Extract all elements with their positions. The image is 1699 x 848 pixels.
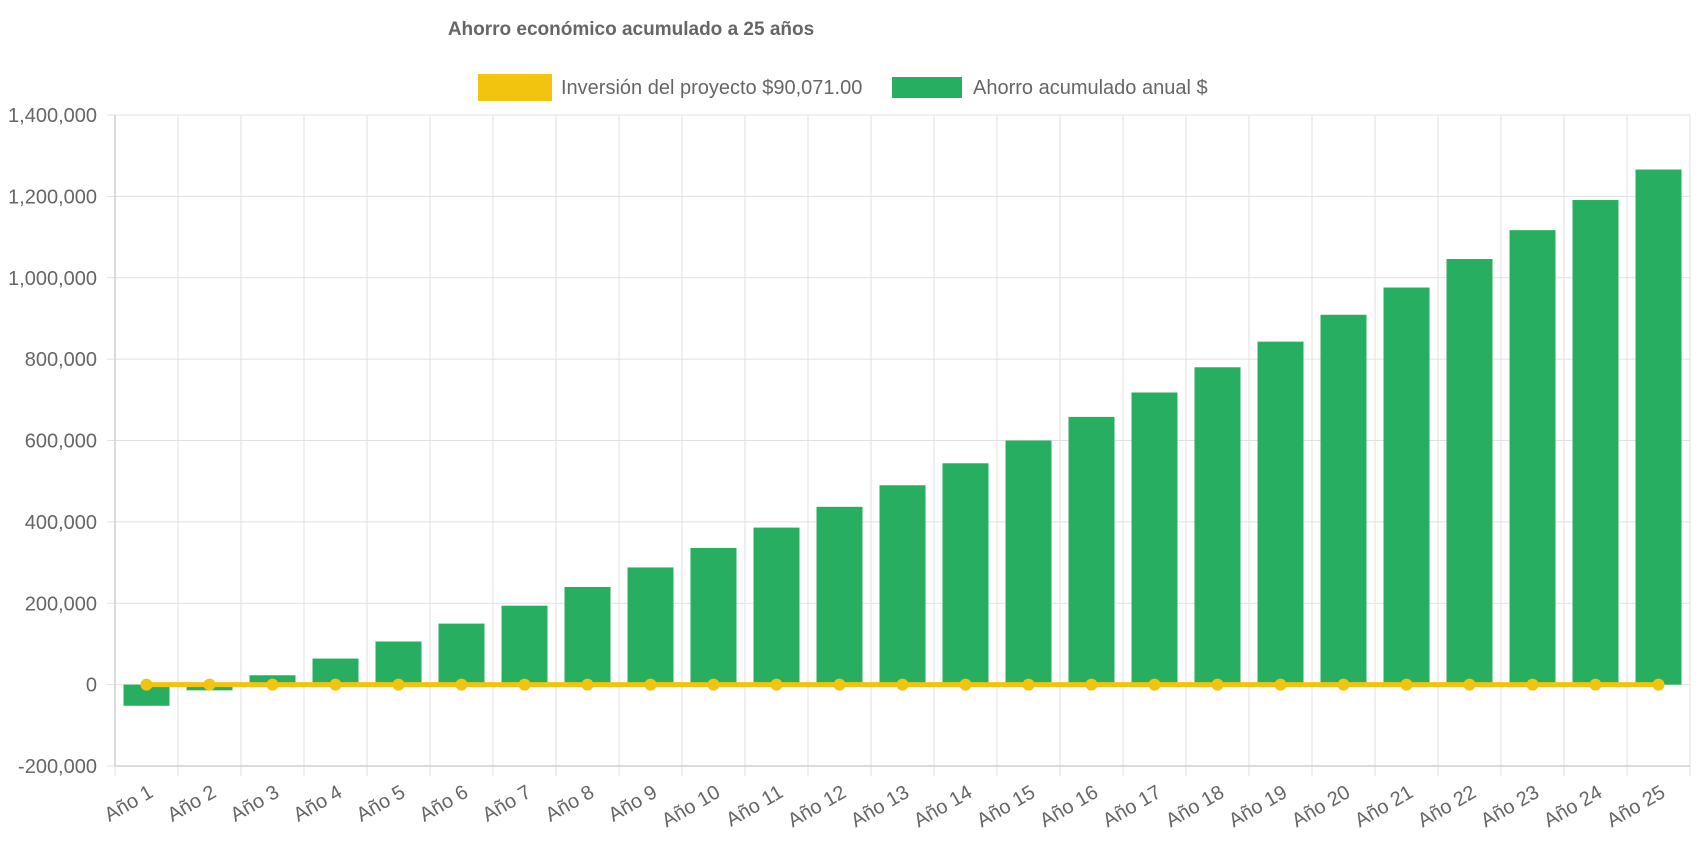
x-tick-label: Año 23 (1477, 781, 1543, 832)
investment-point[interactable] (770, 678, 783, 691)
investment-point[interactable] (203, 678, 216, 691)
bar-año-15[interactable] (1005, 440, 1052, 685)
bar-año-6[interactable] (438, 623, 485, 685)
bar-año-20[interactable] (1320, 314, 1367, 685)
investment-point[interactable] (140, 678, 153, 691)
investment-point[interactable] (1085, 678, 1098, 691)
y-tick-label: 1,200,000 (8, 186, 97, 208)
y-tick-label: 0 (86, 675, 97, 697)
investment-point[interactable] (266, 678, 279, 691)
x-tick-label: Año 19 (1225, 781, 1291, 832)
bar-año-13[interactable] (879, 485, 926, 685)
x-tick-label: Año 9 (605, 781, 661, 826)
bar-año-23[interactable] (1509, 230, 1556, 685)
bar-año-25[interactable] (1635, 169, 1682, 685)
bar-año-12[interactable] (816, 506, 863, 685)
line-series (140, 678, 1665, 691)
bar-año-8[interactable] (564, 586, 611, 685)
bar-año-9[interactable] (627, 567, 674, 685)
investment-point[interactable] (1652, 678, 1665, 691)
x-tick-label: Año 16 (1036, 781, 1102, 832)
legend-swatch-investment (478, 74, 552, 101)
x-tick-label: Año 8 (542, 781, 598, 826)
bar-año-11[interactable] (753, 527, 800, 685)
x-tick-label: Año 22 (1414, 781, 1480, 832)
investment-point[interactable] (1211, 678, 1224, 691)
y-tick-label: 200,000 (25, 593, 97, 615)
y-tick-label: 1,000,000 (8, 268, 97, 290)
bar-año-19[interactable] (1257, 341, 1304, 685)
y-tick-label: -200,000 (18, 756, 97, 778)
investment-point[interactable] (1463, 678, 1476, 691)
y-axis: 1,400,000 1,200,000 1,000,000 800,000 600,00… (8, 105, 97, 778)
x-tick-label: Año 3 (227, 781, 283, 826)
bar-año-7[interactable] (501, 605, 548, 685)
x-tick-label: Año 25 (1603, 781, 1669, 832)
y-tick-label: 800,000 (25, 349, 97, 371)
x-tick-label: Año 10 (658, 781, 724, 832)
investment-point[interactable] (329, 678, 342, 691)
investment-point[interactable] (1274, 678, 1287, 691)
bar-año-16[interactable] (1068, 416, 1115, 685)
bar-año-22[interactable] (1446, 259, 1493, 685)
bar-año-14[interactable] (942, 463, 989, 685)
x-tick-label: Año 20 (1288, 781, 1354, 832)
investment-point[interactable] (392, 678, 405, 691)
x-tick-label: Año 14 (910, 781, 976, 832)
investment-point[interactable] (644, 678, 657, 691)
x-tick-label: Año 18 (1162, 781, 1228, 832)
bar-año-18[interactable] (1194, 367, 1241, 685)
x-tick-label: Año 24 (1540, 781, 1606, 832)
bars-series (123, 169, 1682, 706)
investment-point[interactable] (1589, 678, 1602, 691)
x-tick-label: Año 2 (164, 781, 220, 826)
x-tick-label: Año 4 (290, 781, 346, 826)
investment-point[interactable] (896, 678, 909, 691)
investment-point[interactable] (581, 678, 594, 691)
investment-point[interactable] (707, 678, 720, 691)
investment-point[interactable] (833, 678, 846, 691)
legend-label-savings[interactable]: Ahorro acumulado anual $ (973, 77, 1208, 99)
legend-label-investment[interactable]: Inversión del proyecto $90,071.00 (561, 77, 862, 99)
x-tick-label: Año 12 (784, 781, 850, 832)
investment-point[interactable] (1022, 678, 1035, 691)
legend-swatch-savings (892, 77, 962, 98)
x-tick-label: Año 5 (353, 781, 409, 826)
x-tick-label: Año 15 (973, 781, 1039, 832)
y-tick-label: 400,000 (25, 512, 97, 534)
x-tick-label: Año 13 (847, 781, 913, 832)
chart-legend: Inversión del proyecto $90,071.00 Ahorro… (478, 74, 1208, 101)
x-tick-label: Año 21 (1351, 781, 1417, 832)
bar-año-1[interactable] (123, 684, 170, 706)
investment-point[interactable] (1400, 678, 1413, 691)
gridlines (107, 114, 1691, 776)
investment-point[interactable] (959, 678, 972, 691)
bar-año-17[interactable] (1131, 392, 1178, 685)
investment-point[interactable] (518, 678, 531, 691)
x-tick-label: Año 11 (722, 781, 787, 831)
y-tick-label: 600,000 (25, 431, 97, 453)
x-tick-label: Año 6 (416, 781, 472, 826)
investment-point[interactable] (1526, 678, 1539, 691)
bar-año-24[interactable] (1572, 200, 1619, 685)
chart-title: Ahorro económico acumulado a 25 años (448, 19, 814, 40)
x-axis: Año 1 Año 2 Año 3 Año 4 Año 5 Año 6 Año 7 Año 8… (101, 781, 1669, 832)
x-tick-label: Año 7 (479, 781, 535, 826)
investment-point[interactable] (1148, 678, 1161, 691)
bar-año-5[interactable] (375, 641, 422, 685)
investment-point[interactable] (1337, 678, 1350, 691)
investment-point[interactable] (455, 678, 468, 691)
bar-año-10[interactable] (690, 547, 737, 685)
y-tick-label: 1,400,000 (8, 105, 97, 127)
bar-año-21[interactable] (1383, 287, 1430, 685)
x-tick-label: Año 1 (101, 781, 157, 826)
x-tick-label: Año 17 (1099, 781, 1165, 832)
